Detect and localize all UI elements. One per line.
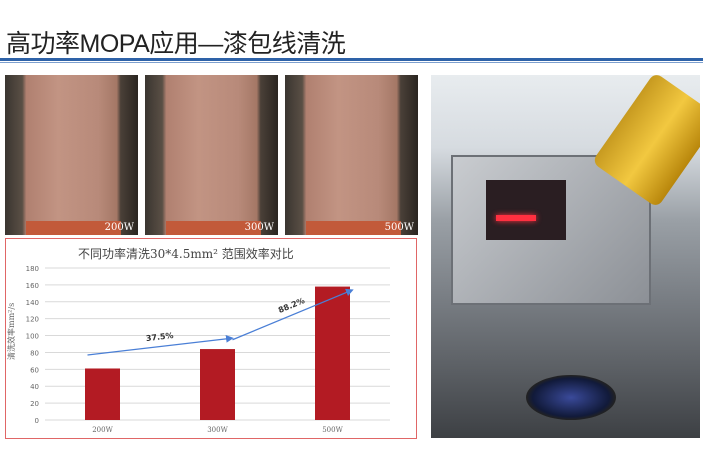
machine-window	[486, 180, 566, 240]
sample-label: 500W	[384, 222, 414, 233]
y-tick-label: 120	[26, 316, 39, 324]
machine-photo	[431, 75, 700, 438]
bar-200w	[85, 368, 120, 420]
y-tick-label: 20	[30, 400, 39, 408]
sample-image-500w: 500W	[285, 75, 418, 235]
sample-label: 300W	[244, 222, 274, 233]
y-tick-label: 0	[35, 417, 39, 425]
title-divider-thin	[0, 62, 703, 63]
x-tick-label: 500W	[322, 426, 343, 434]
y-tick-label: 60	[30, 366, 39, 374]
y-tick-label: 40	[30, 383, 39, 391]
growth-label: 88.2%	[277, 296, 306, 315]
chart-title: 不同功率清洗30*4.5mm² 范围效率对比	[78, 247, 294, 261]
y-tick-label: 160	[26, 282, 39, 290]
y-tick-label: 100	[26, 333, 39, 341]
y-tick-label: 80	[30, 349, 39, 357]
growth-label: 37.5%	[145, 331, 174, 343]
y-tick-label: 140	[26, 299, 39, 307]
x-tick-label: 200W	[92, 426, 113, 434]
sample-label: 200W	[104, 222, 134, 233]
bar-300w	[200, 349, 235, 420]
laser-beam	[496, 215, 536, 221]
x-tick-label: 300W	[207, 426, 228, 434]
page-title: 高功率MOPA应用—漆包线清洗	[6, 30, 346, 58]
chart-frame	[5, 238, 417, 439]
lens	[526, 375, 616, 420]
title-divider	[0, 58, 703, 61]
sample-image-200w: 200W	[5, 75, 138, 235]
trend-arrow	[87, 334, 234, 356]
bar-500w	[315, 286, 350, 420]
y-tick-label: 180	[26, 265, 39, 273]
trend-arrow	[232, 288, 354, 341]
sample-image-300w: 300W	[145, 75, 278, 235]
